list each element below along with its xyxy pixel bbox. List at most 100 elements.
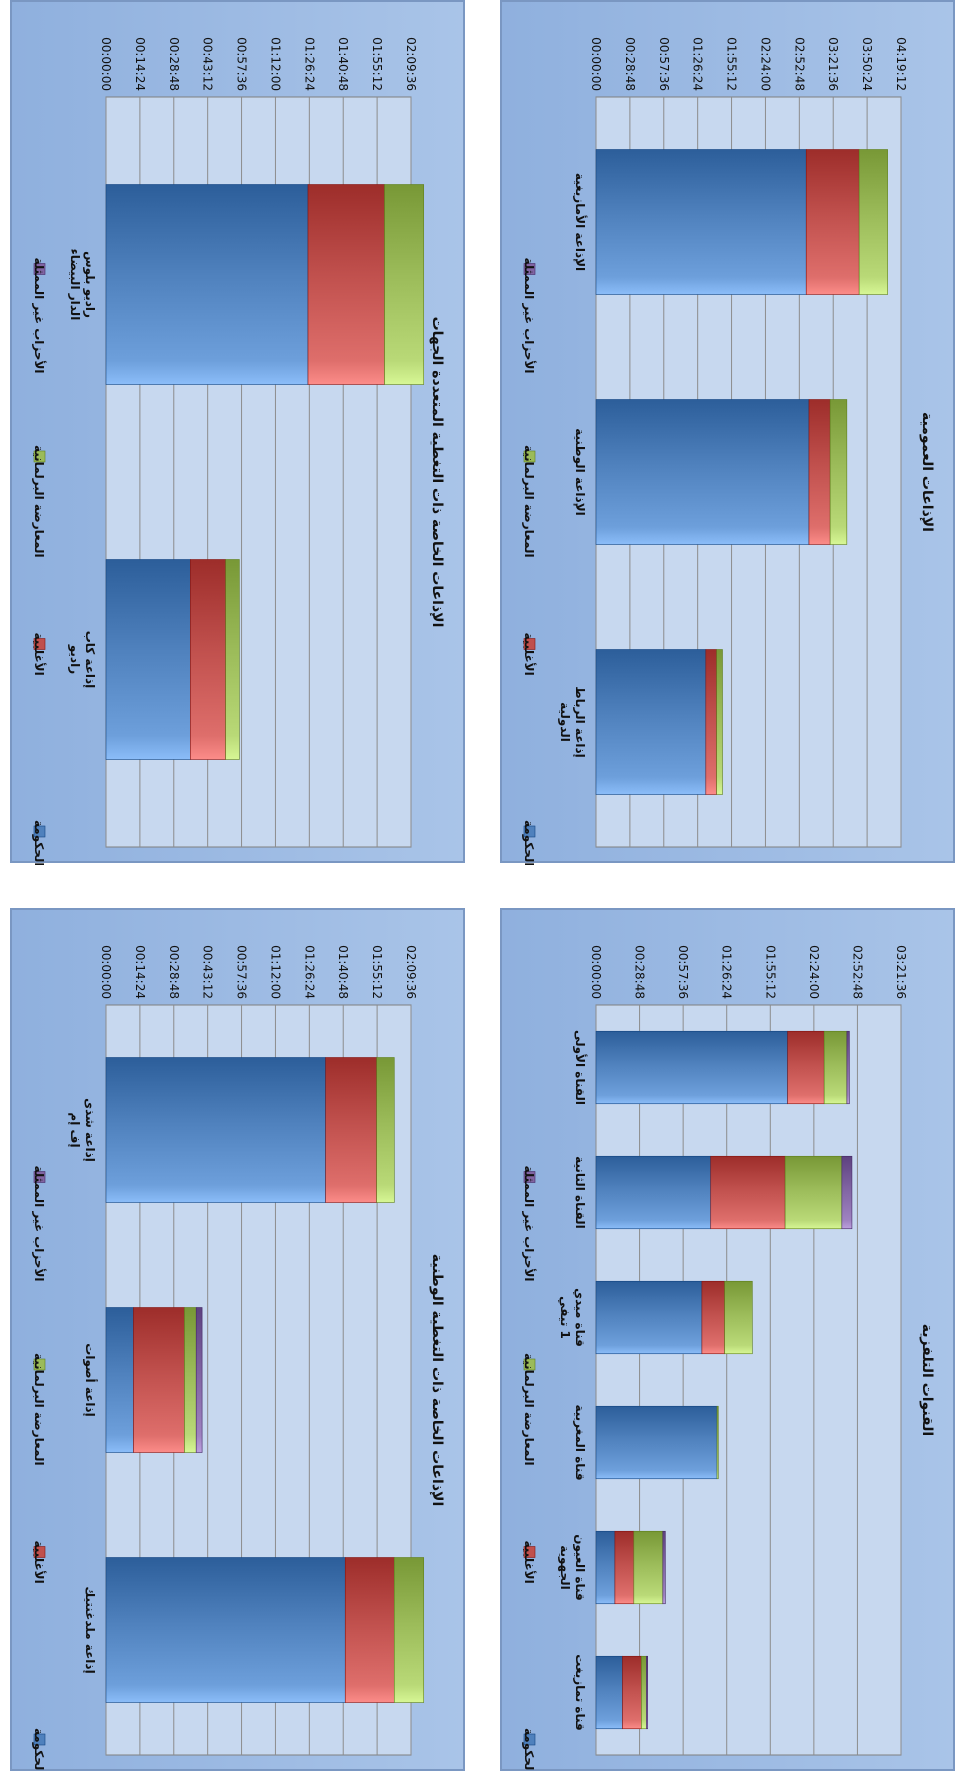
x-category-label: راديو بلوسالدار البيضاء: [68, 249, 97, 321]
y-tick-label: 03:21:36: [826, 37, 840, 91]
legend-swatch: [523, 1358, 536, 1371]
legend-item-label: الأغلبية: [522, 633, 537, 676]
bar-segment: [614, 1530, 635, 1605]
y-tick-label: 04:19:12: [894, 37, 908, 91]
y-tick-label: 00:28:48: [633, 945, 647, 999]
bar-segment: [595, 1155, 712, 1230]
legend-item-label: الأحزاب غير الممثلة: [32, 258, 47, 374]
y-tick-label: 00:43:12: [201, 945, 215, 999]
y-tick-label: 01:26:24: [691, 37, 705, 91]
legend-item-label: المعارضة البرلمانية: [32, 1353, 46, 1466]
x-category-label: إذاعة الرباطالدولية: [557, 686, 587, 758]
y-tick-label: 01:55:12: [370, 37, 384, 91]
y-tick-label: 00:00:00: [99, 37, 113, 91]
chart-panel-multiregion-private-radio: 00:00:00 00:14:24 00:28:48 00:43:12 00:57:36…: [10, 0, 465, 865]
bar-segment: [384, 184, 425, 385]
x-category-label: القناة الأولى: [572, 1030, 588, 1105]
y-tick-label: 00:57:36: [235, 37, 249, 91]
y-tick-label: 00:28:48: [167, 37, 181, 91]
bar-segment: [846, 1030, 850, 1105]
legend-item-label: المعارضة البرلمانية: [522, 1353, 536, 1466]
legend-swatch: [33, 1546, 46, 1558]
legend-swatch: [523, 1733, 536, 1746]
x-category-label: الإذاعة الأمازيغية: [573, 173, 588, 271]
bar-segment: [724, 1280, 753, 1355]
x-category-label: الإذاعة الوطنية: [572, 428, 587, 516]
legend-item-label: الأغلبية: [522, 1541, 537, 1584]
y-tick-label: 03:50:24: [860, 37, 874, 91]
legend-item-label: الحكومة: [31, 1728, 46, 1771]
legend-item-label: الأحزاب غير الممثلة: [522, 258, 537, 374]
bar-segment: [133, 1307, 185, 1453]
bar-segment: [195, 1307, 203, 1453]
bar-segment: [595, 1405, 718, 1480]
bar-segment: [105, 1057, 326, 1203]
bar-segment: [105, 559, 191, 760]
bar-segment: [393, 1557, 425, 1703]
bar-segment: [701, 1280, 725, 1355]
y-tick-label: 01:26:24: [302, 945, 316, 999]
chart-multiregion-private-radio: 00:00:00 00:14:24 00:28:48 00:43:12 00:57:36…: [31, 37, 445, 865]
y-tick-label: 01:12:00: [268, 945, 282, 999]
y-tick-label: 01:55:12: [763, 945, 777, 999]
x-category-label: قناة المغربية: [573, 1404, 587, 1480]
chart-panel-public-radio: 00:00:00 00:28:48 00:57:36 01:26:24 01:55:12…: [500, 0, 955, 865]
y-tick-label: 00:28:48: [623, 37, 637, 91]
bar-segment: [595, 1655, 623, 1730]
y-tick-label: 02:52:48: [792, 37, 806, 91]
legend-swatch: [523, 825, 536, 838]
bar-segment: [622, 1655, 642, 1730]
legend-swatch: [523, 638, 536, 650]
legend-swatch: [33, 825, 46, 838]
legend-item-label: المعارضة البرلمانية: [522, 445, 536, 558]
bar-segment: [808, 399, 831, 545]
bar-segment: [376, 1057, 395, 1203]
y-tick-label: 02:09:36: [404, 945, 418, 999]
legend-item-label: الحكومة: [521, 1728, 536, 1771]
bar-segment: [105, 1307, 134, 1453]
x-category-label: القناة الثانية: [573, 1156, 587, 1229]
bar-segment: [105, 1557, 346, 1703]
chart-title: الإذاعات الخاصة ذات التغطية المتعددة الج…: [429, 317, 445, 628]
chart-title: الإذاعات العمومية: [919, 412, 935, 532]
bar-segment: [858, 149, 888, 295]
x-category-label: إذاعة شذىإف إم: [67, 1098, 97, 1162]
y-tick-label: 02:24:00: [807, 945, 821, 999]
bar-segment: [829, 399, 848, 545]
bar-segment: [595, 1530, 616, 1605]
y-tick-label: 00:00:00: [99, 945, 113, 999]
x-category-label: إذاعة كابراديو: [67, 631, 97, 689]
x-category-label: إذاعة أصوات: [82, 1343, 98, 1416]
bar-segment: [716, 649, 723, 795]
bar-segment: [325, 1057, 377, 1203]
x-category-label: قناة العيونالجهوية: [557, 1534, 587, 1601]
y-tick-label: 02:09:36: [404, 37, 418, 91]
y-tick-label: 00:57:36: [676, 945, 690, 999]
y-tick-label: 00:28:48: [167, 945, 181, 999]
legend-swatch: [33, 450, 46, 463]
bar-segment: [595, 1280, 703, 1355]
bar-segment: [225, 559, 240, 760]
bar-segment: [190, 559, 226, 760]
legend-swatch: [33, 638, 46, 650]
chart-panel-national-private-radio: 00:00:00 00:14:24 00:28:48 00:43:12 00:57:36…: [10, 908, 465, 1771]
legend-item-label: الحكومة: [31, 820, 46, 865]
bar-segment: [595, 399, 810, 545]
bar-segment: [641, 1655, 647, 1730]
x-category-label: إذاعة ملدغنتيك: [83, 1586, 97, 1673]
bar-segment: [805, 149, 860, 295]
bar-segment: [595, 1030, 788, 1105]
y-tick-label: 00:57:36: [235, 945, 249, 999]
y-tick-label: 00:00:00: [589, 37, 603, 91]
legend-item-label: الأحزاب غير الممثلة: [32, 1166, 47, 1282]
legend-swatch: [523, 1171, 536, 1183]
bar-segment: [705, 649, 717, 795]
legend-item-label: الأغلبية: [32, 633, 47, 676]
chart-panel-tv-channels: 00:00:00 00:28:48 00:57:36 01:26:24 01:55:12…: [500, 908, 955, 1771]
x-category-label: قناة تمازيغت: [573, 1654, 587, 1730]
y-tick-label: 00:57:36: [657, 37, 671, 91]
y-tick-label: 01:40:48: [336, 37, 350, 91]
bar-segment: [784, 1155, 843, 1230]
bar-segment: [184, 1307, 197, 1453]
